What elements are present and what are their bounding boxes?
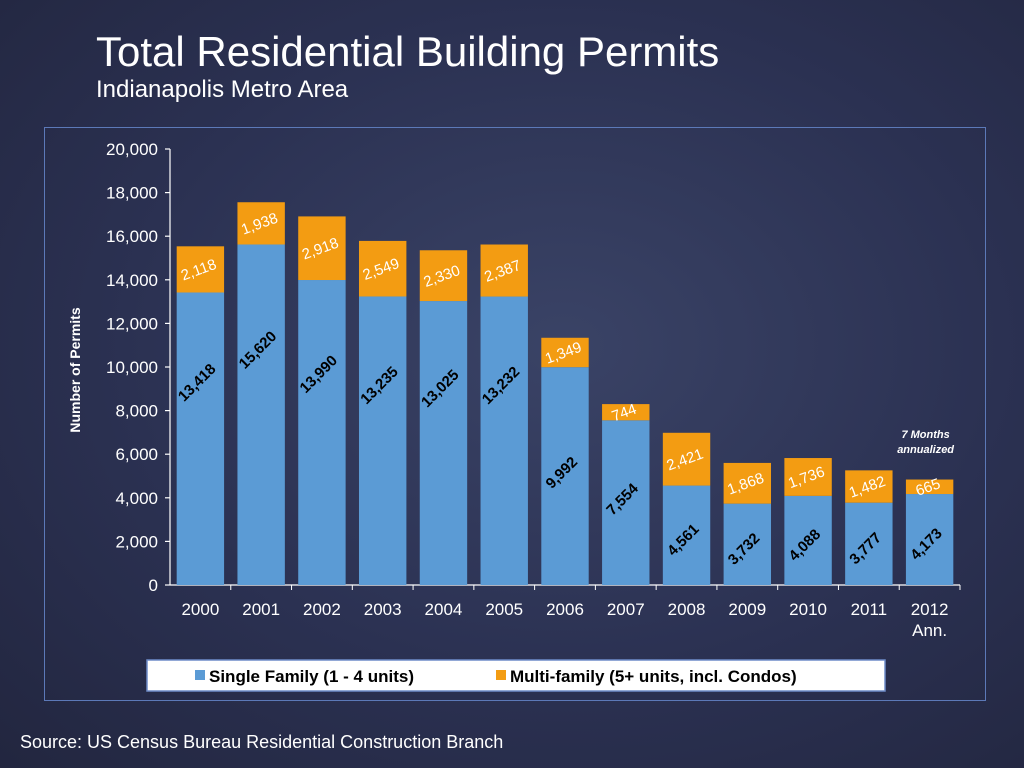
title-block: Total Residential Building Permits India… xyxy=(96,28,719,104)
y-tick-label: 4,000 xyxy=(115,489,158,508)
single-family-bar xyxy=(845,502,893,585)
y-tick-label: 0 xyxy=(149,576,158,595)
single-family-bar xyxy=(419,301,468,585)
single-family-bar xyxy=(358,296,407,585)
slide-title: Total Residential Building Permits xyxy=(96,28,720,75)
multi-family-bar xyxy=(480,244,528,297)
multi-family-bar xyxy=(176,246,225,293)
y-tick-label: 6,000 xyxy=(115,445,158,464)
y-tick-label: 18,000 xyxy=(106,184,158,203)
x-tick-label: 2009 xyxy=(728,600,766,619)
single-family-bar xyxy=(298,280,346,585)
multi-family-bar xyxy=(237,202,285,245)
y-tick-label: 14,000 xyxy=(106,271,158,290)
multi-family-bar xyxy=(784,458,832,496)
x-tick-label: 2011 xyxy=(851,600,888,619)
y-tick-label: 2,000 xyxy=(115,532,158,551)
x-tick-label: 2010 xyxy=(789,600,827,619)
single-family-bar xyxy=(602,420,650,585)
multi-family-bar xyxy=(905,479,954,495)
source-note: Source: US Census Bureau Residential Con… xyxy=(20,732,504,752)
single-family-bar xyxy=(905,494,954,585)
annualized-note: annualized xyxy=(897,444,954,456)
multi-family-bar xyxy=(358,240,407,297)
single-family-bar xyxy=(784,495,832,585)
annualized-note: 7 Months xyxy=(901,429,949,441)
single-family-bar xyxy=(723,503,772,585)
legend-swatch-single-family xyxy=(195,670,205,680)
multi-family-bar xyxy=(845,470,893,503)
multi-family-bar xyxy=(541,337,589,368)
y-tick-label: 20,000 xyxy=(106,140,158,159)
y-tick-label: 16,000 xyxy=(106,227,158,246)
x-tick-label: 2006 xyxy=(546,600,584,619)
y-tick-label: 10,000 xyxy=(106,358,158,377)
multi-family-bar xyxy=(723,462,772,504)
y-tick-label: 8,000 xyxy=(115,402,158,421)
multi-family-bar xyxy=(662,432,711,486)
multi-family-bar xyxy=(419,250,468,302)
multi-family-bar xyxy=(298,216,346,281)
x-tick-label: 2002 xyxy=(303,600,341,619)
legend-label-single-family: Single Family (1 - 4 units) xyxy=(209,667,414,686)
x-tick-label: 2008 xyxy=(668,600,706,619)
x-tick-label: 2004 xyxy=(425,600,463,619)
x-tick-label: 2005 xyxy=(485,600,523,619)
x-tick-label: 2000 xyxy=(181,600,219,619)
chart-frame xyxy=(44,127,986,701)
single-family-bar xyxy=(541,367,589,585)
single-family-bar xyxy=(662,485,711,585)
legend-label-multi-family: Multi-family (5+ units, incl. Condos) xyxy=(510,667,797,686)
x-tick-label: 2007 xyxy=(607,600,645,619)
legend-box xyxy=(146,659,886,692)
y-tick-label: 12,000 xyxy=(106,314,158,333)
x-tick-label: 2003 xyxy=(364,600,402,619)
y-axis-title: Number of Permits xyxy=(67,307,83,432)
x-tick-label: 2001 xyxy=(242,600,280,619)
single-family-bar xyxy=(237,244,285,585)
x-tick-label: Ann. xyxy=(912,621,947,640)
slide-subtitle: Indianapolis Metro Area xyxy=(96,76,349,103)
multi-family-bar xyxy=(602,404,650,421)
legend-swatch-multi-family xyxy=(496,670,506,680)
single-family-bar xyxy=(480,296,528,585)
x-tick-label: 2012 xyxy=(911,600,949,619)
single-family-bar xyxy=(176,292,225,585)
